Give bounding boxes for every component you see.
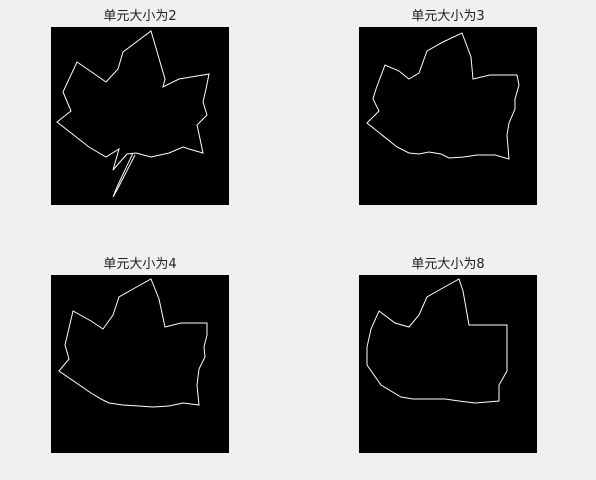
leaf-outline — [58, 278, 208, 408]
leaf-edge-image — [359, 27, 537, 205]
leaf-outline-drawing — [359, 27, 537, 205]
leaf-outline-drawing — [51, 275, 229, 453]
leaf-outline — [366, 32, 520, 160]
leaf-outline — [56, 30, 210, 171]
leaf-edge-image — [359, 275, 537, 453]
leaf-stem — [112, 152, 136, 198]
leaf-edge-image — [51, 275, 229, 453]
leaf-outline-drawing — [359, 275, 537, 453]
leaf-outline-drawing — [51, 27, 229, 205]
subplot-title: 单元大小为8 — [411, 257, 485, 272]
subplot-title: 单元大小为4 — [103, 257, 177, 272]
subplot-title: 单元大小为3 — [411, 9, 485, 24]
leaf-outline — [366, 278, 508, 404]
leaf-edge-image — [51, 27, 229, 205]
subplot-title: 单元大小为2 — [103, 9, 177, 24]
